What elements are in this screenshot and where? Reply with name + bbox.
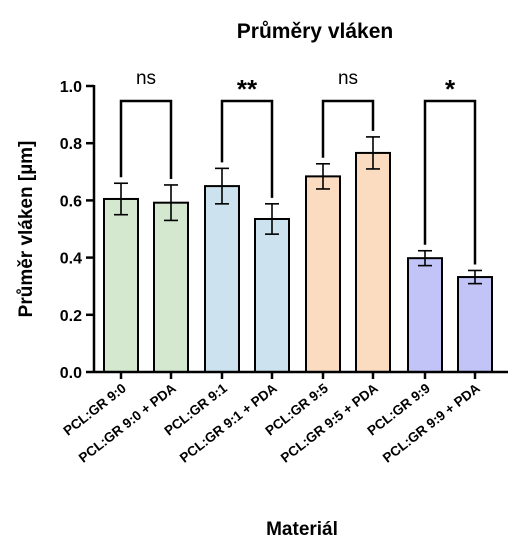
significance-bracket [220,99,274,198]
significance-bracket [423,99,477,265]
y-axis-label: Průměr vláken [µm] [16,141,37,318]
bar [457,276,493,374]
chart-title: Průměry vláken [237,20,393,43]
y-tick-label: 0.0 [60,365,82,382]
significance-bracket [321,99,375,158]
bar [204,185,240,373]
y-tick-label: 1.0 [60,79,82,96]
y-tick-label: 0.8 [60,136,82,153]
bar [305,175,341,373]
x-axis-label: Materiál [266,519,338,540]
significance-label: ns [338,68,358,89]
significance-label: ** [237,74,258,104]
bar [407,257,443,373]
significance-label: * [445,74,456,104]
significance-bracket [119,99,173,179]
significance-label: ns [136,68,156,89]
bar [153,201,189,373]
bar [103,197,139,373]
y-tick-label: 0.6 [60,193,82,210]
y-tick-label: 0.2 [60,308,82,325]
y-tick-label: 0.4 [60,251,82,268]
bar [254,217,290,373]
bar [355,151,391,373]
